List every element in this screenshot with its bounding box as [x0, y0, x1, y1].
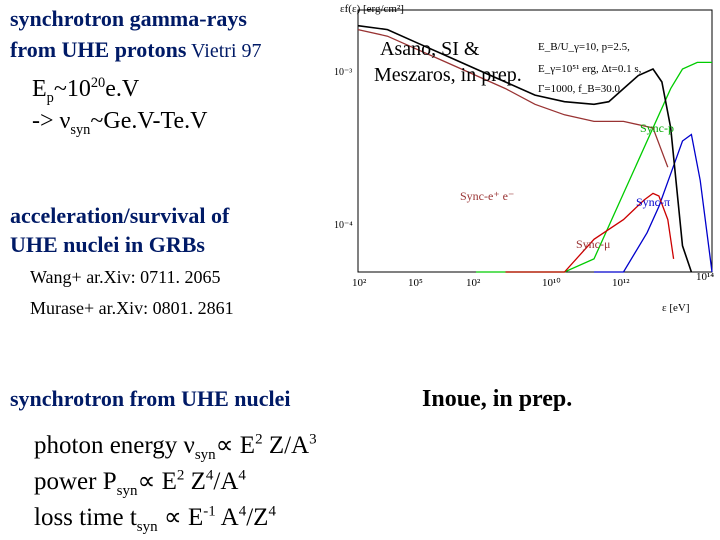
loss-prop: ∝ E — [157, 504, 204, 531]
photon-sup2: 3 — [309, 431, 317, 448]
photon-mid: Z/A — [262, 432, 310, 459]
ep-unit: e.V — [105, 76, 140, 102]
series-sync-mu-line — [505, 192, 675, 273]
nu-end: ~Ge.V-Te.V — [90, 108, 208, 134]
ep-mid: ~10 — [53, 76, 91, 102]
loss-sup1: -1 — [203, 503, 216, 520]
legend-sync-mu: Sync-μ — [576, 237, 610, 251]
param-line-1: E_B/U_γ=10, p=2.5, — [538, 41, 630, 53]
series-total-line — [357, 24, 693, 273]
power-sub: syn — [116, 483, 138, 499]
sync-nuclei-heading: synchrotron from UHE nuclei — [10, 386, 291, 411]
power-mid: Z — [184, 468, 206, 495]
series-sync-e-line — [357, 28, 669, 168]
x-tick-1: 10² — [352, 277, 367, 289]
nu-subscript: syn — [70, 121, 91, 138]
ref-murase: Murase+ ar.Xiv: 0801. 2861 — [30, 298, 234, 318]
legend-sync-pi: Sync-π — [636, 195, 670, 209]
legend-sync-e: Sync-e⁺ e⁻ — [460, 189, 514, 203]
inoue-ref: Inoue, in prep. — [422, 386, 573, 412]
asano-credit-1: Asano, SI & — [380, 38, 480, 60]
loss-sup3: 4 — [268, 503, 276, 520]
e-symbol: E — [32, 76, 47, 102]
nu-syn-line: -> νsyn~Ge.V-Te.V — [32, 108, 208, 138]
x-tick-5: 10¹² — [612, 277, 630, 289]
ep-exponent: 20 — [90, 75, 106, 91]
photon-prop: ∝ E — [215, 432, 256, 459]
power-prop: ∝ E — [137, 468, 177, 495]
power-sup2: 4 — [205, 467, 214, 484]
photon-sub: syn — [194, 447, 216, 463]
power-pre: power P — [34, 468, 117, 495]
title-line-2: from UHE protons Vietri 97 — [10, 37, 262, 63]
proton-energy-line: Ep~1020e.V — [32, 75, 140, 106]
loss-pre: loss time t — [34, 504, 137, 531]
ref-wang: Wang+ ar.Xiv: 0711. 2065 — [30, 267, 221, 287]
loss-mid2: /Z — [246, 504, 269, 531]
photon-pre: photon energy ν — [34, 432, 195, 459]
accel-line-2: UHE nuclei in GRBs — [10, 232, 205, 257]
param-line-3: Γ=1000, f_B=30.0 — [538, 83, 621, 95]
power-sup3: 4 — [238, 467, 246, 484]
loss-sub: syn — [136, 519, 158, 535]
x-tick-6: 10¹⁴ — [696, 271, 714, 283]
p-subscript: p — [46, 89, 54, 106]
title-line-1: synchrotron gamma-rays — [10, 6, 247, 31]
power-sup1: 2 — [176, 467, 185, 484]
x-tick-4: 10¹⁰ — [542, 277, 561, 289]
accel-line-1: acceleration/survival of — [10, 203, 230, 228]
loss-mid: A — [215, 504, 239, 531]
photon-energy-formula: photon energy νsyn∝ E2 Z/A3 — [34, 430, 317, 463]
x-tick-2: 10⁵ — [408, 277, 423, 289]
spectrum-chart: εf(ε) [erg/cm²] 10⁻³ 10⁻⁴ 10² 10⁵ 10² 10… — [334, 3, 714, 314]
y-tick-2: 10⁻⁴ — [334, 220, 353, 231]
loss-time-formula: loss time tsyn ∝ E-1 A4/Z4 — [34, 502, 276, 535]
nu-pre: -> ν — [32, 108, 71, 134]
legend-sync-p: Sync-p — [640, 121, 674, 135]
photon-sup1: 2 — [255, 431, 263, 448]
series-layer — [357, 24, 713, 273]
series-sync-pi-line — [594, 133, 713, 273]
loss-sup2: 4 — [238, 503, 247, 520]
x-tick-3: 10² — [466, 277, 481, 289]
power-mid2: /A — [213, 468, 239, 495]
vietri-ref: Vietri 97 — [186, 40, 262, 62]
title-line-2-bold: from UHE protons — [10, 37, 187, 62]
asano-credit-2: Meszaros, in prep. — [374, 64, 522, 86]
power-formula: power Psyn∝ E2 Z4/A4 — [34, 466, 246, 499]
y-axis-label: εf(ε) [erg/cm²] — [340, 3, 404, 15]
x-axis-label: ε [eV] — [662, 302, 690, 314]
y-tick-1: 10⁻³ — [334, 67, 352, 78]
param-line-2: E_γ=10⁵¹ erg, Δt=0.1 s, — [538, 63, 642, 75]
